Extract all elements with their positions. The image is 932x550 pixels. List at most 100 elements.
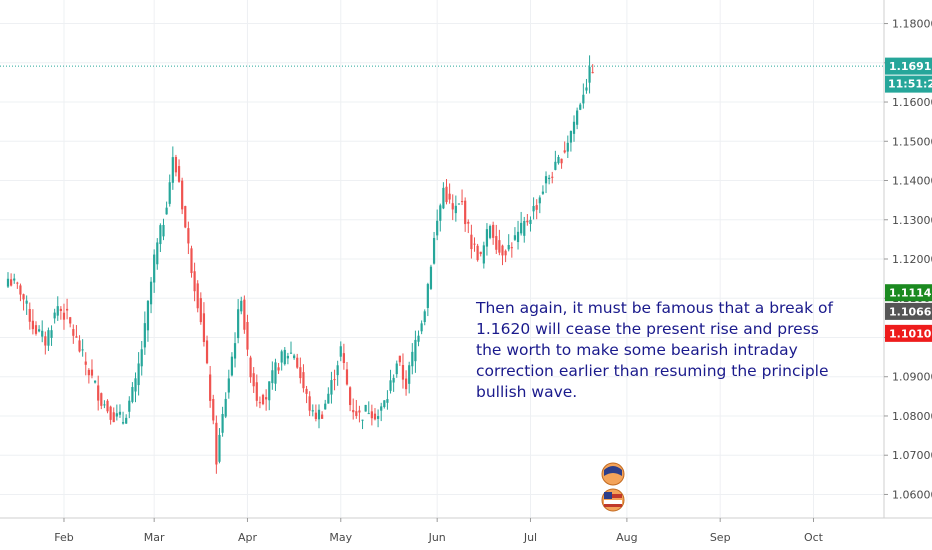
candle-body: [143, 323, 146, 348]
candle-body: [349, 387, 352, 406]
candle-body: [221, 413, 224, 433]
candle-body: [149, 281, 153, 305]
candle-body: [404, 378, 408, 390]
candle-body: [544, 176, 548, 184]
candle-body: [227, 378, 230, 393]
candle-body: [321, 414, 324, 419]
candle-body: [432, 237, 436, 264]
candle-body: [261, 394, 265, 405]
candle-body: [184, 206, 187, 228]
candle-body: [423, 311, 426, 323]
candle-body: [380, 406, 383, 411]
candle-body: [252, 373, 255, 387]
candle-body: [538, 197, 541, 204]
candle-body: [554, 161, 557, 170]
candle-body: [125, 417, 128, 424]
candle-body: [44, 336, 47, 346]
time-tick-label: Jun: [428, 531, 446, 544]
candle-body: [591, 72, 594, 74]
candle-body: [121, 422, 125, 424]
candle-body: [209, 374, 212, 401]
candle-body: [106, 400, 109, 412]
candle-body: [202, 313, 206, 343]
candle-body: [243, 299, 246, 330]
candle-body: [401, 365, 405, 380]
candle-body: [165, 207, 168, 215]
candle-body: [386, 399, 389, 403]
time-tick-label: Mar: [144, 531, 165, 544]
candle-body: [249, 357, 252, 378]
analysis-annotation: Then again, it must be famous that a bre…: [476, 299, 833, 401]
candle-body: [551, 176, 554, 178]
price-tag-label: 1.10105: [889, 327, 932, 340]
candle-body: [128, 400, 131, 412]
candle-body: [485, 229, 489, 247]
candle-body: [566, 142, 569, 152]
candle-body: [470, 234, 473, 250]
candle-body: [146, 300, 150, 331]
candle-body: [289, 352, 293, 354]
candle-body: [137, 363, 140, 386]
candle-body: [199, 298, 202, 323]
time-tick-label: Sep: [710, 531, 731, 544]
candle-body: [271, 370, 274, 384]
candle-body: [355, 411, 358, 417]
candle-body: [168, 182, 171, 204]
candle-body: [339, 346, 342, 357]
price-tick-label: 1.08000: [892, 410, 932, 423]
candle-body: [212, 398, 215, 421]
candle-body: [376, 416, 380, 419]
candle-body: [426, 284, 429, 308]
candle-body: [317, 409, 321, 420]
candle-body: [280, 351, 283, 363]
candle-body: [526, 220, 529, 223]
candle-body: [501, 245, 504, 256]
candle-body: [240, 300, 243, 312]
candle-body: [305, 388, 308, 394]
candle-body: [448, 193, 451, 200]
candle-body: [196, 283, 199, 309]
candle-body: [93, 380, 97, 383]
candle-body: [53, 312, 56, 319]
candle-body: [398, 355, 401, 363]
candle-body: [72, 329, 75, 336]
candle-body: [112, 412, 115, 423]
candle-body: [476, 245, 479, 261]
price-tag: 1.10665: [885, 302, 932, 320]
candle-body: [585, 87, 588, 91]
candle-body: [255, 382, 258, 401]
time-axis[interactable]: Feb Mar Apr May Jun Jul Aug Sep Oct: [54, 518, 824, 544]
candle-body: [582, 94, 585, 104]
candle-body: [439, 205, 442, 221]
candle-body: [516, 231, 520, 243]
candle-body: [140, 349, 143, 367]
candle-body: [237, 309, 240, 339]
candle-body: [314, 412, 317, 419]
candle-body: [408, 365, 411, 384]
candle-body: [548, 177, 551, 180]
price-tick-label: 1.13000: [892, 214, 932, 227]
candle-body: [84, 361, 87, 365]
candle-body: [62, 312, 66, 320]
candle-body: [100, 393, 103, 406]
candle-body: [103, 404, 106, 406]
candle-body: [395, 363, 398, 375]
candle-series: [6, 55, 594, 474]
candle-body: [299, 367, 302, 379]
candle-body: [31, 320, 34, 330]
candle-body: [414, 339, 417, 362]
candle-body: [13, 278, 16, 281]
candle-body: [90, 369, 94, 376]
candle-body: [153, 254, 156, 283]
candle-body: [451, 203, 454, 210]
price-tick-label: 1.09000: [892, 371, 932, 384]
price-tick-label: 1.06000: [892, 488, 932, 501]
candle-body: [286, 355, 289, 359]
flag-globe-icon[interactable]: [595, 460, 631, 516]
candle-body: [265, 397, 268, 400]
candle-body: [283, 349, 286, 365]
candle-body: [333, 379, 336, 381]
candle-body: [246, 322, 249, 350]
